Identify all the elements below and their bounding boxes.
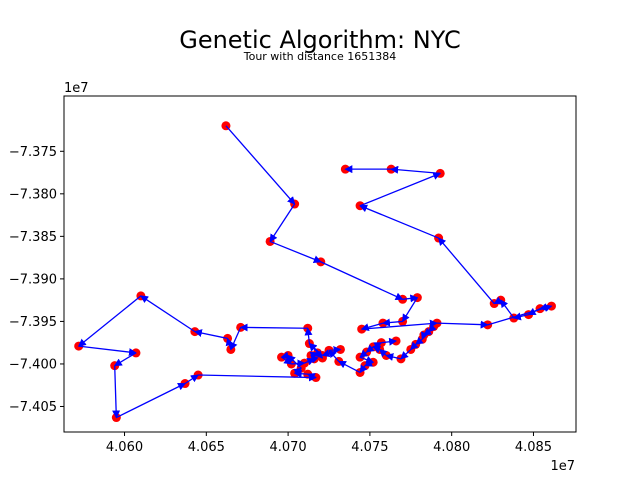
y-tick-label: −7.380: [9, 187, 57, 202]
tour-edge: [113, 352, 137, 367]
tour-edge: [78, 345, 137, 357]
y-tick-label: −7.375: [9, 145, 57, 160]
tour-edge: [306, 373, 317, 381]
tour-edge: [493, 296, 503, 305]
y-tick-label: −7.395: [9, 315, 57, 330]
tour-edge: [512, 312, 529, 321]
tour-edge: [359, 204, 439, 239]
y-tick-label: −7.400: [9, 357, 57, 372]
tour-edge: [293, 369, 308, 378]
tour-edge: [225, 337, 234, 350]
tour-edge: [281, 356, 293, 365]
chart-subtitle: Tour with distance 1651384: [243, 50, 397, 63]
tour-edge: [293, 367, 302, 376]
tour-edge: [359, 349, 369, 358]
tour-edge: [402, 297, 418, 323]
x-tick-label: 4.085: [515, 440, 552, 455]
tour-edge: [361, 319, 438, 330]
tour-edge: [269, 203, 296, 243]
tour-edge: [77, 295, 142, 347]
tour-edge: [385, 353, 402, 361]
tour-edge: [381, 318, 403, 327]
tour-path: [77, 125, 553, 419]
x-tick-label: 4.080: [433, 440, 470, 455]
tour-edge: [437, 237, 495, 304]
tour-edge: [308, 342, 323, 359]
tour-edge: [321, 348, 341, 358]
tour-edge: [500, 299, 515, 319]
tour-edge: [193, 329, 228, 340]
tour-edge: [539, 303, 552, 312]
tour-edge: [184, 374, 199, 385]
tour-edge: [360, 322, 384, 332]
tour-edge: [291, 359, 306, 368]
tour-edge: [410, 341, 419, 351]
y-offset-label: 1e7: [64, 81, 89, 96]
tour-edge: [280, 351, 290, 360]
chart-title: Genetic Algorithm: NYC: [179, 26, 461, 54]
tour-edge: [225, 125, 296, 205]
tour-edge: [239, 323, 308, 332]
tour-edge: [269, 240, 322, 263]
tour-edge: [527, 307, 541, 316]
y-tick-label: −7.405: [9, 400, 57, 415]
y-axis: −7.375 −7.380 −7.385 −7.390 −7.395 −7.400 −7.4…: [9, 145, 64, 415]
tour-edge: [487, 304, 553, 326]
x-tick-label: 4.075: [351, 440, 388, 455]
tour-edge: [116, 382, 186, 419]
tour-edge: [230, 327, 242, 351]
x-axis: 4.060 4.065 4.070 4.075 4.080 4.085: [106, 432, 552, 455]
x-offset-label: 1e7: [550, 459, 575, 474]
tour-edge: [390, 165, 441, 175]
tour-edge: [112, 365, 121, 419]
tour-edge: [320, 261, 404, 301]
tour-edge: [359, 364, 368, 374]
tour-edge: [402, 294, 419, 303]
tour-edge: [359, 172, 442, 207]
tour-edge: [337, 360, 361, 374]
x-tick-label: 4.065: [188, 440, 225, 455]
tour-edge: [436, 320, 489, 329]
y-tick-label: −7.390: [9, 272, 57, 287]
plot-frame: [63, 95, 577, 433]
plot-area: [63, 95, 577, 433]
tour-edge: [140, 295, 196, 333]
tour-edge: [400, 349, 412, 360]
y-tick-label: −7.385: [9, 230, 57, 245]
tour-edge: [304, 327, 313, 344]
x-tick-label: 4.060: [106, 440, 143, 455]
x-tick-label: 4.070: [269, 440, 306, 455]
tour-edge: [381, 337, 398, 346]
